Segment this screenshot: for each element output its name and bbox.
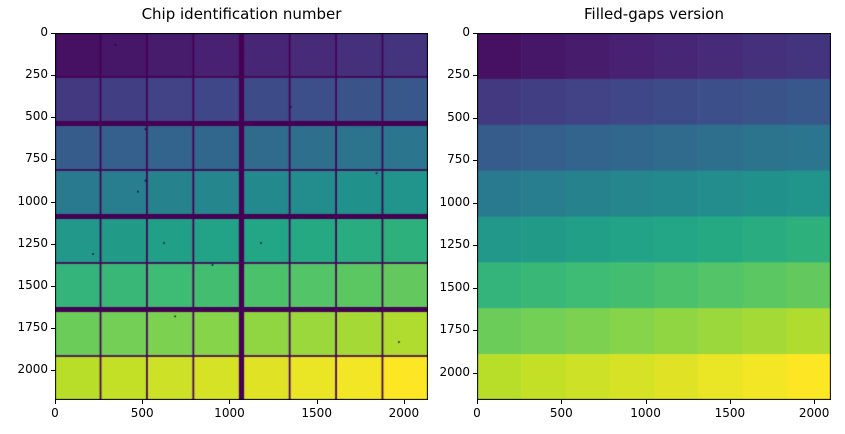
x-tick-mark [477, 400, 478, 404]
y-tick-mark [473, 117, 477, 119]
x-tick-mark [403, 400, 405, 404]
x-tick-label: 1500 [714, 406, 746, 420]
y-tick-label: 250 [447, 67, 470, 82]
x-tick-label: 500 [549, 406, 573, 420]
y-tick-mark [473, 330, 477, 332]
y-tick-mark [51, 243, 55, 245]
x-tick-mark [229, 400, 231, 404]
y-tick-label: 500 [447, 109, 470, 124]
y-tick-label: 2000 [17, 362, 48, 376]
x-tick-mark [142, 400, 144, 404]
y-tick-label: 1500 [17, 277, 48, 292]
y-tick-mark [51, 159, 55, 161]
x-tick-label: 1500 [301, 406, 332, 420]
y-tick-label: 1750 [17, 319, 48, 334]
y-tick-mark [51, 327, 55, 329]
filled-gaps-heatmap-canvas [477, 33, 831, 400]
y-tick-mark [473, 75, 477, 77]
y-tick-mark [51, 75, 55, 77]
y-tick-mark [473, 33, 477, 34]
x-tick-label: 2000 [388, 406, 420, 420]
y-tick-mark [51, 370, 55, 371]
y-tick-label: 750 [447, 152, 470, 167]
y-tick-mark [51, 201, 55, 203]
chip-id-heatmap-canvas [55, 33, 428, 400]
y-tick-label: 0 [462, 25, 470, 39]
y-tick-mark [473, 287, 477, 289]
y-tick-label: 1000 [439, 194, 470, 209]
y-tick-label: 1250 [439, 237, 470, 252]
y-tick-mark [473, 202, 477, 204]
y-tick-label: 500 [25, 109, 48, 124]
y-tick-label: 1000 [17, 193, 48, 208]
x-tick-label: 500 [130, 406, 154, 420]
y-tick-mark [473, 372, 477, 374]
x-tick-mark [561, 400, 563, 404]
x-tick-label: 0 [51, 406, 59, 420]
x-tick-mark [645, 400, 647, 404]
y-tick-label: 2000 [439, 364, 470, 379]
y-tick-label: 1750 [439, 322, 470, 337]
y-tick-mark [51, 33, 55, 34]
y-tick-mark [51, 285, 55, 287]
y-tick-mark [473, 160, 477, 162]
y-tick-mark [51, 117, 55, 119]
right-plot-title: Filled-gaps version [584, 5, 724, 23]
x-tick-label: 2000 [798, 406, 830, 420]
x-tick-label: 1000 [214, 406, 245, 420]
y-tick-label: 1500 [439, 279, 470, 294]
y-tick-label: 250 [25, 67, 48, 82]
x-tick-label: 0 [473, 406, 481, 420]
left-plot-title: Chip identification number [141, 5, 342, 23]
x-tick-mark [316, 400, 318, 404]
y-tick-label: 0 [40, 25, 48, 39]
y-tick-label: 1250 [17, 235, 48, 250]
x-tick-mark [55, 400, 56, 404]
x-tick-label: 1000 [630, 406, 661, 420]
y-tick-mark [473, 245, 477, 247]
y-tick-label: 750 [25, 151, 48, 166]
x-tick-mark [729, 400, 731, 404]
x-tick-mark [814, 400, 816, 404]
